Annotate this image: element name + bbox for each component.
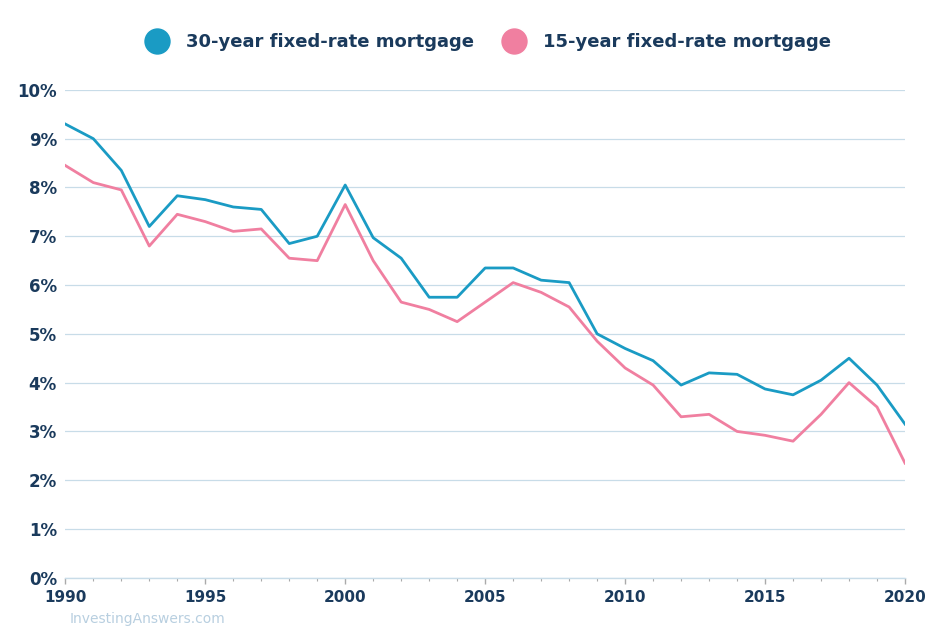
Text: InvestingAnswers.com: InvestingAnswers.com <box>70 612 226 626</box>
Legend: 30-year fixed-rate mortgage, 15-year fixed-rate mortgage: 30-year fixed-rate mortgage, 15-year fix… <box>132 26 838 58</box>
